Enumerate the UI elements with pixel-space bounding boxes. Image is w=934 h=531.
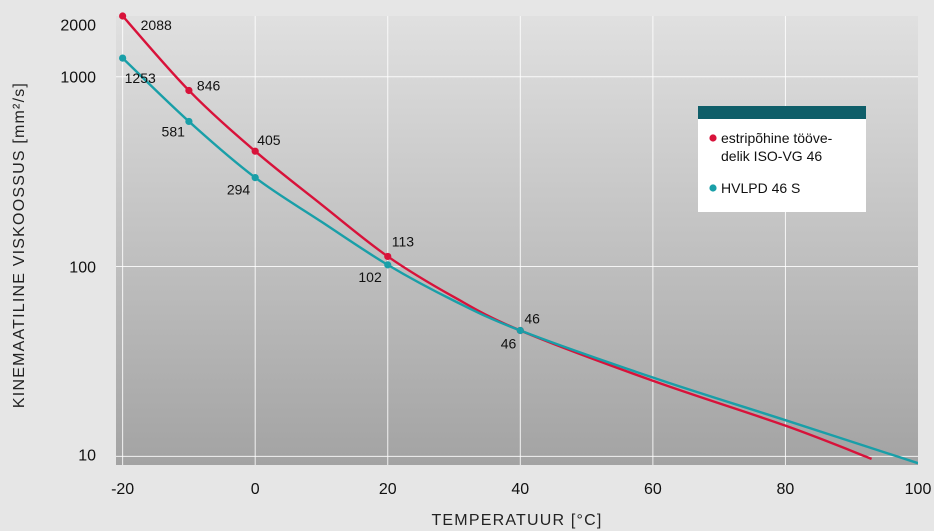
data-label: 113 [392, 233, 415, 249]
x-axis-title: TEMPERATUUR [°C] [431, 512, 602, 529]
data-point [119, 12, 127, 20]
legend-label: HVLPD 46 S [721, 180, 800, 196]
series-line-1 [121, 16, 873, 460]
data-point [185, 86, 193, 95]
legend-label: estripõhine tööve- [721, 130, 833, 146]
legend-swatch [709, 134, 717, 142]
y-tick-label: 10 [78, 447, 96, 464]
data-label: 46 [524, 311, 540, 327]
y-tick-label: 2000 [60, 18, 96, 35]
data-point [119, 54, 127, 62]
data-label: 2088 [141, 17, 172, 33]
y-tick-labels: 10 100 1000 2000 [60, 18, 96, 465]
data-labels: 2088 846 405 113 46 1253 581 294 102 46 [125, 17, 540, 352]
data-point [516, 326, 524, 335]
legend-box [698, 119, 866, 212]
data-label: 846 [197, 77, 221, 93]
grid-lines [116, 16, 918, 465]
data-point [384, 261, 392, 269]
data-point [185, 117, 193, 126]
x-tick-label: 20 [379, 481, 397, 498]
legend-item-1: estripõhine tööve-delik ISO-VG 46 [709, 130, 833, 164]
y-axis-title: KINEMAATILINE VISKOOSSUS [mm²/s] [11, 82, 28, 408]
data-point [251, 147, 259, 155]
data-label: 294 [227, 182, 251, 198]
x-tick-label: 80 [777, 481, 795, 498]
legend-label: delik ISO-VG 46 [721, 148, 822, 164]
plot-area [116, 16, 918, 465]
y-tick-label: 100 [69, 260, 96, 277]
legend-item-2: HVLPD 46 S [709, 180, 800, 196]
data-points [119, 12, 524, 335]
data-label: 46 [501, 336, 517, 352]
x-tick-labels: -20 0 20 40 60 80 100 [111, 481, 931, 498]
x-tick-label: 60 [644, 481, 662, 498]
series-line-2 [121, 57, 918, 465]
data-label: 1253 [125, 70, 156, 86]
data-point [251, 174, 259, 182]
x-tick-label: 40 [511, 481, 529, 498]
series-curves [121, 16, 918, 465]
legend-header-bar [698, 106, 866, 119]
data-point [384, 252, 392, 261]
legend: estripõhine tööve-delik ISO-VG 46 HVLPD 4… [698, 106, 866, 212]
y-tick-label: 1000 [60, 70, 96, 87]
legend-swatch [709, 184, 717, 192]
x-tick-label: -20 [111, 481, 134, 498]
x-tick-label: 100 [905, 481, 932, 498]
x-tick-label: 0 [251, 481, 260, 498]
data-label: 581 [162, 123, 186, 139]
data-label: 102 [358, 269, 382, 285]
data-label: 405 [257, 132, 281, 148]
